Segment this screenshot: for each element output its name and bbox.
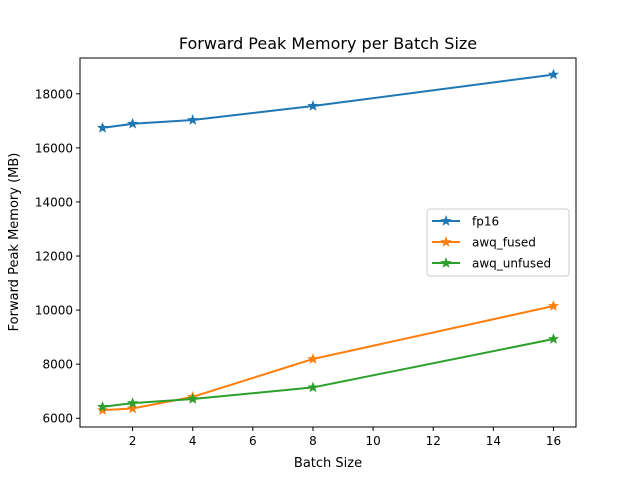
legend-box [426,208,570,277]
y-tick-label: 12000 [35,250,73,264]
x-tick-label: 12 [426,434,441,448]
y-axis-label: Forward Peak Memory (MB) [7,153,22,332]
data-point-awq_unfused [307,381,319,393]
y-tick-label: 8000 [42,358,73,372]
x-axis-label: Batch Size [294,456,362,471]
data-point-fp16 [126,117,139,129]
legend: fp16 awq_fused awq_unfused [426,208,570,277]
x-tick-label: 14 [486,434,501,448]
legend-label: awq_fused [472,236,536,250]
legend-label: awq_unfused [472,257,551,271]
plot-area-frame [79,57,577,428]
y-tick-label: 18000 [35,87,73,101]
data-point-fp16 [187,114,199,125]
x-tick-label: 10 [365,434,380,448]
y-tick-label: 6000 [42,412,73,426]
x-tick-label: 8 [309,434,317,448]
data-point-awq_unfused [187,393,199,404]
legend-label: fp16 [472,215,499,229]
data-point-awq_unfused [547,333,560,344]
x-tick-label: 16 [546,434,561,448]
x-tick-label: 2 [129,434,137,448]
data-point-awq_fused [96,404,109,415]
x-tick-label: 4 [189,434,197,448]
chart-title: Forward Peak Memory per Batch Size [179,34,477,53]
legend-marker-awq_fused [440,236,452,247]
data-point-fp16 [307,100,319,111]
legend-marker-awq_unfused [440,257,452,268]
data-point-awq_fused [307,353,319,364]
legend-marker-fp16 [440,215,452,226]
data-point-awq_fused [547,300,560,311]
data-point-awq_unfused [96,401,109,412]
data-point-fp16 [547,68,560,80]
y-tick-label: 14000 [35,195,73,209]
y-tick-label: 10000 [35,304,73,318]
x-tick-label: 6 [249,434,257,448]
data-point-fp16 [96,122,109,133]
data-point-awq_unfused [126,397,139,408]
y-tick-label: 16000 [35,141,73,155]
